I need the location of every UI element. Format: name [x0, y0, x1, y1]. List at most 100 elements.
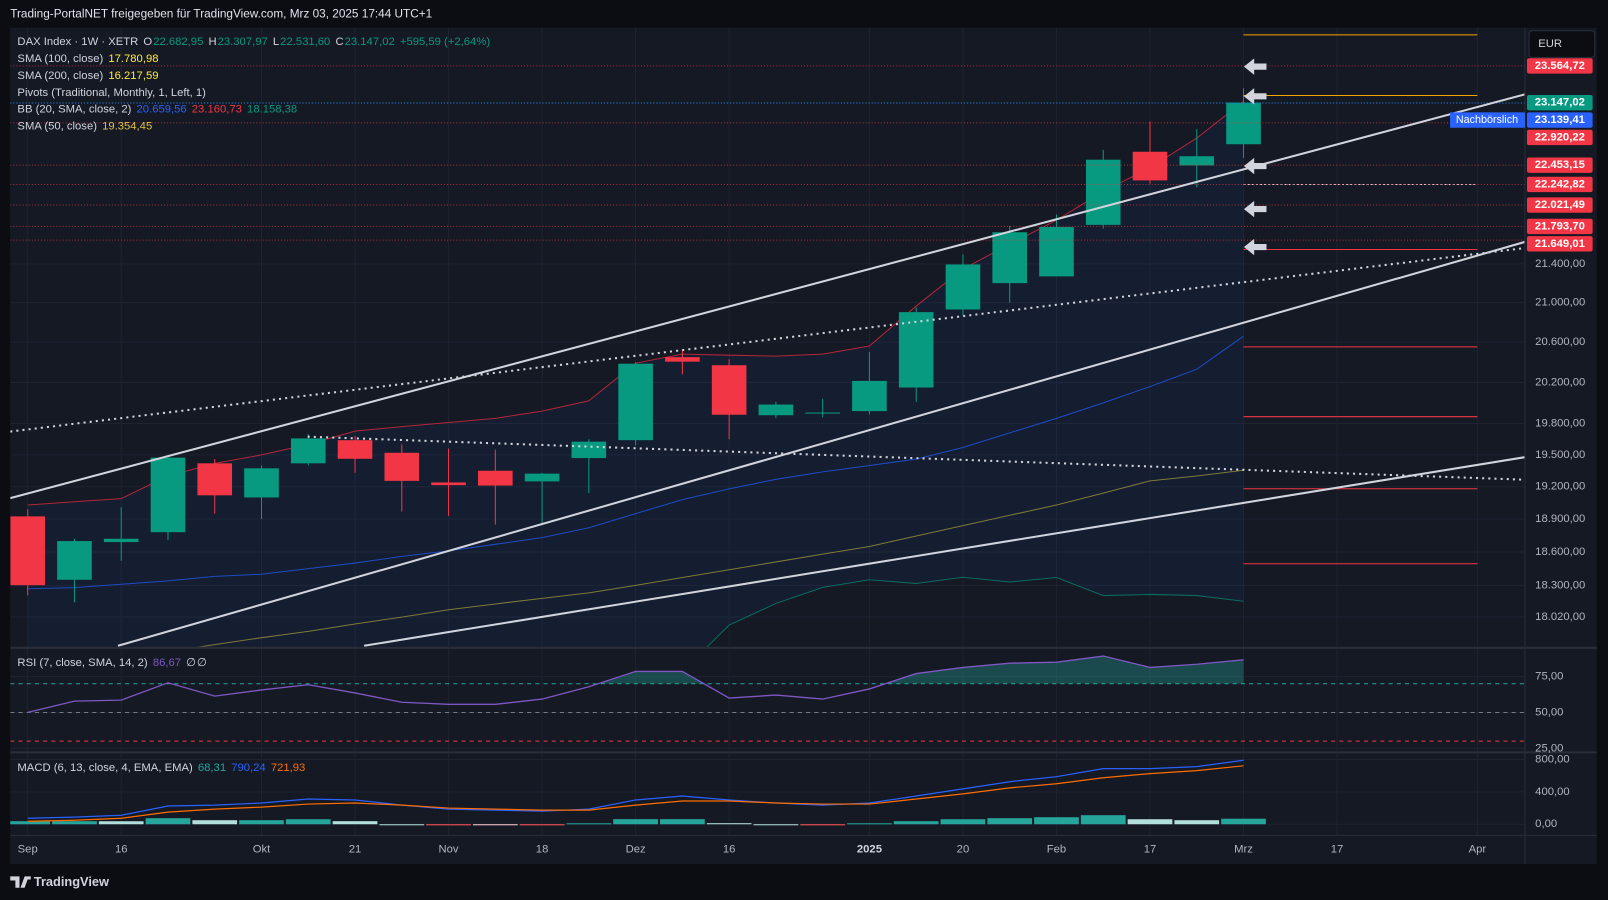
candle-body [244, 468, 279, 498]
arrow [1243, 157, 1267, 175]
legend-row: BB (20, SMA, close, 2) 20.659,56 23.160,73… [17, 104, 297, 116]
price-badge [1526, 129, 1593, 146]
price-badge-label: 21.649,01 [1535, 238, 1585, 250]
trend-line [10, 93, 1525, 500]
legend-item: BB (20, SMA, close, 2) [17, 104, 131, 116]
price-badge [1526, 58, 1593, 74]
histogram-bar [1034, 817, 1079, 825]
x-tick-label: 16 [115, 844, 128, 856]
legend-item: SMA (200, close) [17, 70, 103, 82]
histogram-bar [706, 823, 752, 825]
y-tick-label: 800,00 [1535, 753, 1569, 765]
candle-body [431, 482, 466, 486]
arrow [1243, 238, 1267, 256]
legend-item: H [208, 36, 216, 48]
price-badge [1526, 218, 1593, 235]
legend-item: 17.780,98 [108, 53, 158, 65]
legend-item: 86,67 [153, 657, 181, 669]
candle-body [992, 232, 1028, 284]
overlay-line [196, 469, 1244, 647]
x-tick-label: 20 [957, 844, 970, 856]
legend-item: ∅ [197, 657, 207, 669]
y-tick-label: 20.200,00 [1535, 376, 1585, 388]
histogram-bar [239, 820, 284, 825]
histogram-bar [519, 824, 565, 826]
legend-item: 790,24 [231, 762, 265, 774]
candle-body [337, 440, 373, 459]
histogram-bar [613, 819, 658, 825]
overlay-line [27, 335, 1244, 590]
y-tick-label: 21.400,00 [1535, 258, 1585, 270]
legend-item: +595,59 (+2,64%) [400, 36, 490, 48]
price-badge [1526, 197, 1593, 213]
legend-item: SMA (100, close) [17, 53, 103, 65]
legend-row: MACD (6, 13, close, 4, EMA, EMA) 68,31 790… [17, 762, 305, 774]
histogram-bar [660, 819, 705, 825]
legend-item: 23.307,97 [218, 36, 268, 48]
histogram-bar [98, 821, 144, 825]
histogram-bar [753, 824, 799, 826]
histogram-bar [285, 819, 331, 825]
x-tick-label: Sep [18, 844, 38, 856]
y-tick-label: 20.600,00 [1535, 336, 1585, 348]
legend-item: DAX Index · 1W · XETR [17, 36, 138, 48]
candle-body [150, 457, 186, 533]
legend-item: 22.682,95 [153, 36, 203, 48]
arrows [1243, 58, 1267, 256]
y-tick-label: 21.000,00 [1535, 297, 1585, 309]
price-badge-label: 23.139,41 [1535, 114, 1585, 126]
histogram-bar [987, 818, 1033, 825]
arrow [1243, 200, 1267, 218]
legend-item: ∅ [186, 657, 196, 669]
y-tick-label: 19.500,00 [1535, 449, 1585, 461]
arrow [1243, 88, 1267, 105]
price-badge-label: 22.021,49 [1535, 199, 1585, 211]
candle-body [1039, 227, 1074, 277]
histogram-bar [332, 821, 378, 825]
macd-line [27, 765, 1244, 822]
candle-body [1226, 102, 1261, 145]
candle-body [478, 470, 513, 486]
histogram-bar [472, 824, 518, 826]
legend-item: 16.217,59 [108, 70, 158, 82]
legend-item: 23.147,02 [345, 36, 395, 48]
legend-item: 22.531,60 [280, 36, 330, 48]
candle-body [103, 538, 139, 543]
x-tick-label: 18 [536, 844, 549, 856]
x-tick-label: Okt [253, 844, 271, 856]
histogram-bar [145, 818, 191, 825]
legend-row: DAX Index · 1W · XETR O22.682,95 H23.307,9… [17, 36, 490, 48]
candle-body [758, 404, 794, 416]
candle-body [1179, 156, 1215, 166]
macd-pane [10, 759, 1266, 826]
y-tick-label: 50,00 [1535, 706, 1563, 718]
candle-body [197, 463, 233, 496]
session-tag-label: Nachbörslich [1456, 114, 1518, 126]
x-tick-label: 16 [723, 844, 736, 856]
x-tick-label: Nov [439, 844, 459, 856]
legend-item: 23.160,73 [192, 104, 242, 116]
legend-item: 721,93 [271, 762, 305, 774]
candle-body [290, 438, 326, 464]
trend-line-dotted [10, 247, 1525, 433]
y-tick-label: 0,00 [1535, 818, 1557, 830]
price-badge-label: 23.564,72 [1535, 60, 1585, 72]
candle-body [57, 541, 92, 580]
x-tick-label: 21 [349, 844, 362, 856]
y-tick-label: 75,00 [1535, 671, 1563, 683]
footer-brand: TradingView [34, 874, 109, 889]
x-tick-label: 17 [1144, 844, 1157, 856]
x-tick-label: 2025 [857, 844, 882, 856]
legend-item: C [335, 36, 343, 48]
trend-lines [10, 93, 1525, 647]
histogram-bar [847, 823, 892, 825]
currency-box[interactable] [1528, 30, 1596, 58]
legend-row: SMA (200, close) 16.217,59 [17, 70, 158, 82]
candle-body [945, 264, 981, 310]
y-tick-label: 400,00 [1535, 786, 1569, 798]
legend-item: 19.354,45 [102, 121, 152, 133]
legend-item: 20.659,56 [137, 104, 187, 116]
